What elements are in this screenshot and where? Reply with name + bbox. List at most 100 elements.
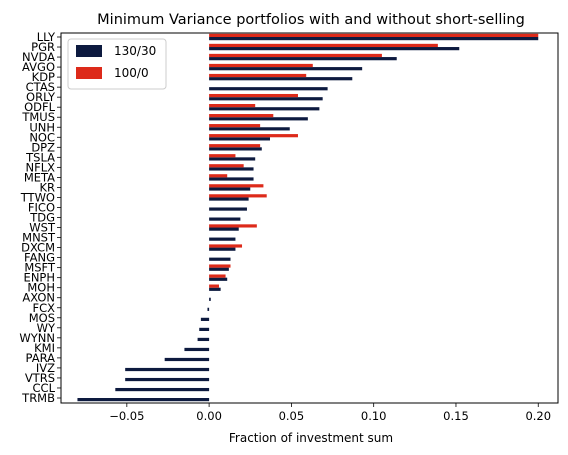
- x-axis: −0.05 0.00 0.05 0.10 0.15 0.20: [109, 403, 551, 423]
- bar-130-30-dpz: [209, 147, 262, 151]
- y-tick-label-nflx: NFLX: [25, 160, 55, 174]
- bar-130-30-noc: [209, 137, 271, 141]
- y-tick-label-orly: ORLY: [26, 90, 56, 104]
- bar-130-30-para: [164, 357, 210, 362]
- y-tick-label-odfl: ODFL: [24, 100, 56, 114]
- bar-130-30-fico: [209, 207, 247, 211]
- bar-130-30-avgo: [209, 67, 363, 71]
- bar-100-0-enph: [209, 274, 226, 278]
- y-axis: LLYPGRNVDAAVGOKDPCTASORLYODFLTMUSUNHNOCD…: [19, 30, 61, 405]
- bar-100-0-pgr: [209, 43, 438, 48]
- bar-130-30-ttwo: [209, 197, 249, 201]
- bar-130-30-ivz: [125, 367, 210, 372]
- x-tick-label-1: 0.00: [196, 409, 222, 423]
- bar-100-0-dpz: [209, 144, 261, 148]
- bar-130-30-nvda: [209, 57, 397, 61]
- y-tick-label-mos: MOS: [29, 311, 55, 325]
- bar-100-0-noc: [209, 134, 298, 138]
- y-tick-label-wy: WY: [37, 321, 56, 335]
- x-axis-label: Fraction of investment sum: [229, 431, 393, 445]
- y-tick-label-fcx: FCX: [32, 301, 55, 315]
- x-tick-label-3: 0.10: [361, 409, 387, 423]
- bar-130-30-orly: [209, 97, 323, 101]
- bar-130-30-fcx: [207, 307, 210, 311]
- bar-130-30-trmb: [77, 398, 210, 402]
- x-tick-label-5: 0.20: [525, 409, 551, 423]
- plot-frame: [60, 32, 559, 404]
- bar-130-30-kdp: [209, 77, 353, 81]
- bar-100-0-avgo: [209, 63, 313, 68]
- bar-130-30-fang: [209, 257, 231, 261]
- bar-100-0-moh: [209, 284, 219, 288]
- bar-100-0-msft: [209, 264, 231, 268]
- bar-100-0-nvda: [209, 53, 382, 58]
- bar-130-30-mnst: [209, 237, 236, 241]
- bar-130-30-mos: [200, 317, 210, 321]
- y-tick-label-ctas: CTAS: [26, 80, 55, 94]
- bar-100-0-nflx: [209, 164, 244, 168]
- bar-100-0-dxcm: [209, 244, 243, 248]
- bar-130-30-msft: [209, 267, 229, 271]
- bars-layer: [77, 33, 539, 402]
- bar-100-0-tsla: [209, 154, 236, 158]
- bar-130-30-ctas: [209, 87, 328, 91]
- bar-130-30-tsla: [209, 157, 256, 161]
- legend-label-130-30: 130/30: [114, 44, 156, 58]
- y-tick-label-unh: UNH: [29, 120, 55, 134]
- y-tick-label-dxcm: DXCM: [21, 241, 55, 255]
- y-tick-label-ttwo: TTWO: [20, 190, 55, 204]
- x-tick-label-2: 0.05: [279, 409, 305, 423]
- y-tick-label-kmi: KMI: [34, 341, 55, 355]
- bar-130-30-wynn: [197, 337, 210, 342]
- bar-130-30-kr: [209, 187, 251, 191]
- y-tick-label-vtrs: VTRS: [25, 371, 55, 385]
- bar-100-0-wst: [209, 224, 257, 228]
- y-tick-label-lly: LLY: [37, 30, 56, 44]
- y-tick-label-para: PARA: [26, 351, 56, 365]
- bar-100-0-meta: [209, 174, 228, 178]
- y-tick-label-tdg: TDG: [29, 211, 55, 225]
- y-tick-label-wynn: WYNN: [19, 331, 55, 345]
- bar-130-30-wst: [209, 227, 239, 231]
- y-tick-label-ccl: CCL: [33, 381, 56, 395]
- bar-130-30-moh: [209, 287, 221, 291]
- y-tick-label-mnst: MNST: [22, 231, 56, 245]
- y-tick-label-msft: MSFT: [24, 261, 56, 275]
- bar-100-0-orly: [209, 93, 298, 98]
- y-tick-label-ivz: IVZ: [36, 361, 55, 375]
- bar-100-0-lly: [209, 33, 539, 37]
- bar-130-30-vtrs: [125, 377, 210, 382]
- legend-swatch-100-0: [76, 67, 102, 79]
- bar-130-30-lly: [209, 37, 539, 41]
- bar-100-0-unh: [209, 124, 261, 128]
- bar-130-30-axon: [209, 297, 211, 301]
- bar-130-30-dxcm: [209, 247, 236, 251]
- bar-130-30-meta: [209, 177, 254, 181]
- y-tick-label-trmb: TRMB: [21, 391, 55, 405]
- bar-130-30-tdg: [209, 217, 241, 221]
- y-tick-label-kr: KR: [39, 180, 55, 194]
- y-tick-label-tmus: TMUS: [21, 110, 55, 124]
- y-tick-label-dpz: DPZ: [31, 140, 55, 154]
- y-tick-label-avgo: AVGO: [22, 60, 55, 74]
- chart-title: Minimum Variance portfolios with and wit…: [97, 12, 525, 28]
- y-tick-label-noc: NOC: [29, 130, 55, 144]
- bar-130-30-tmus: [209, 117, 308, 121]
- bar-100-0-ttwo: [209, 194, 267, 198]
- y-tick-label-wst: WST: [29, 221, 56, 235]
- y-tick-label-tsla: TSLA: [25, 150, 55, 164]
- y-tick-label-fico: FICO: [28, 200, 55, 214]
- bar-100-0-kr: [209, 184, 264, 188]
- y-tick-label-nvda: NVDA: [22, 50, 55, 64]
- y-tick-label-enph: ENPH: [24, 271, 55, 285]
- x-tick-label-4: 0.15: [443, 409, 469, 423]
- legend: 130/30 100/0: [67, 38, 167, 90]
- y-tick-label-pgr: PGR: [31, 40, 55, 54]
- bar-130-30-unh: [209, 127, 290, 131]
- bar-130-30-enph: [209, 277, 228, 281]
- bar-130-30-nflx: [209, 167, 254, 171]
- legend-label-100-0: 100/0: [114, 66, 149, 80]
- bar-100-0-tmus: [209, 114, 274, 118]
- bar-130-30-ccl: [115, 387, 210, 392]
